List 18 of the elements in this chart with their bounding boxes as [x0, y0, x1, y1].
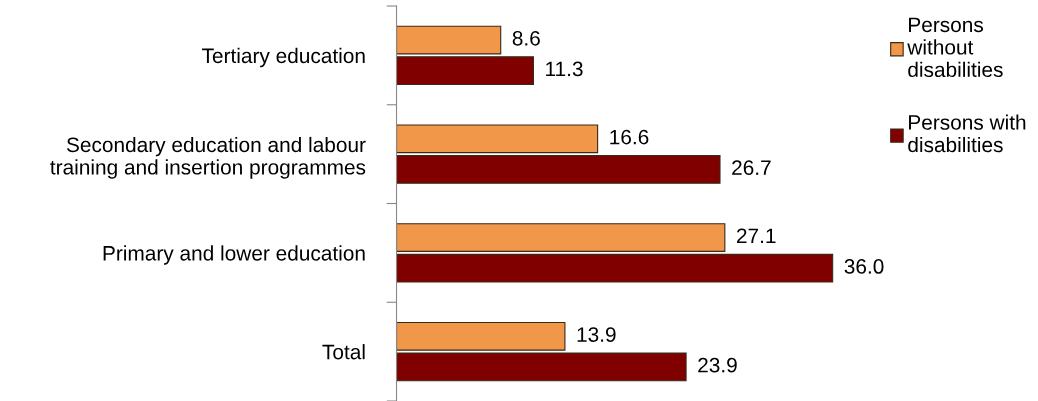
bar [396, 223, 726, 252]
data-label: 23.9 [698, 357, 737, 373]
bar [396, 155, 721, 184]
data-label: 26.7 [732, 160, 771, 176]
legend-label: Persons with disabilities [908, 114, 1026, 153]
y-tick-label: Total [322, 344, 365, 360]
data-label: 36.0 [844, 259, 884, 274]
data-label: 13.9 [577, 327, 616, 342]
bar [396, 124, 599, 154]
data-label: 8.6 [512, 30, 540, 46]
data-label: 16.6 [610, 129, 649, 145]
y-tick-label: Primary and lower education [103, 245, 365, 265]
legend-label: Persons without disabilities [907, 17, 1003, 78]
bar [396, 253, 834, 283]
data-label: 27.1 [737, 228, 776, 243]
y-tick-label: Secondary education and labour training and insertion programmes [50, 136, 366, 179]
data-label: 11.3 [546, 61, 583, 77]
y-tick-label: Tertiary education [202, 47, 365, 68]
